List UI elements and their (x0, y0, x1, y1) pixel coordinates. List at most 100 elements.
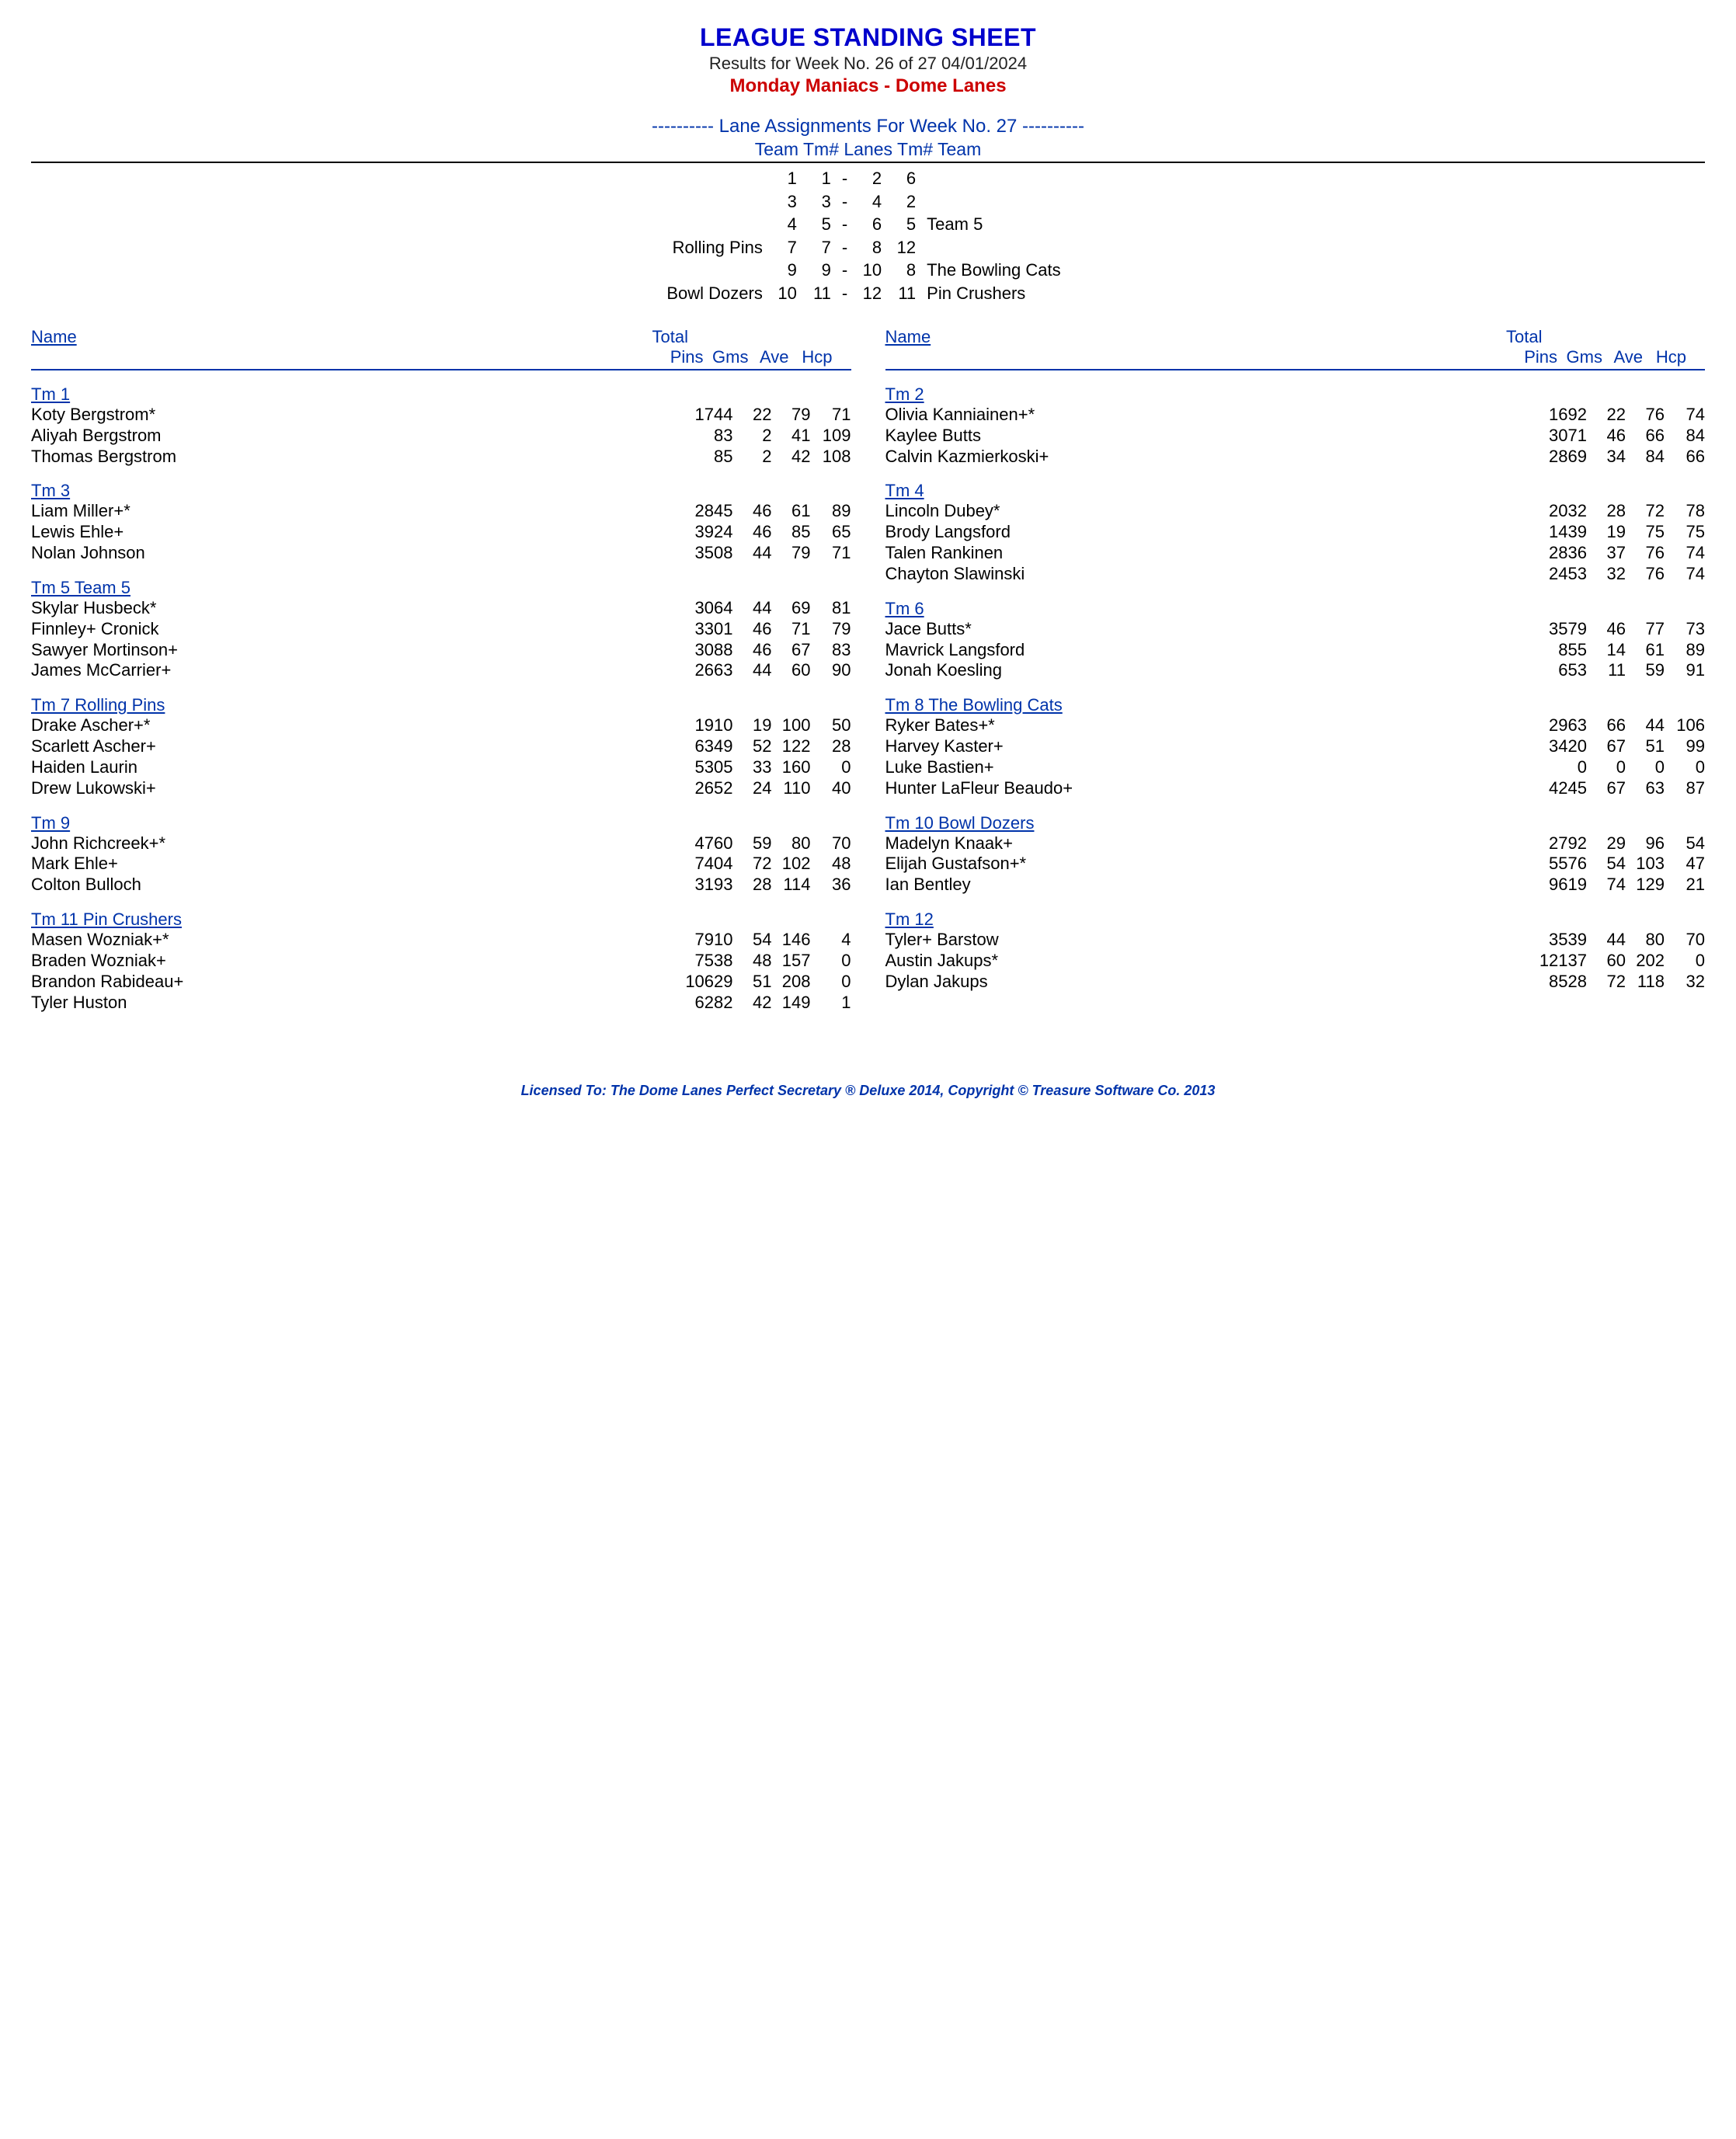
left-team: Rolling Pins (634, 237, 767, 259)
player-pins: 7910 (677, 930, 733, 951)
right-team (922, 191, 1102, 213)
lane-b: 10 (854, 259, 886, 281)
player-games: 42 (733, 993, 772, 1014)
left-team-number: 3 (769, 191, 802, 213)
player-games: 66 (1587, 715, 1626, 736)
player-games: 74 (1587, 875, 1626, 896)
player-average: 114 (772, 875, 811, 896)
player-row: Calvin Kazmierkoski+2869348466 (885, 447, 1706, 468)
player-average: 69 (772, 598, 811, 619)
player-name: Madelyn Knaak+ (885, 833, 1532, 854)
player-average: 61 (1626, 640, 1665, 661)
player-row: Jace Butts*3579467773 (885, 619, 1706, 640)
player-pins: 9619 (1531, 875, 1587, 896)
player-name: James McCarrier+ (31, 660, 677, 681)
player-name: Calvin Kazmierkoski+ (885, 447, 1532, 468)
player-games: 52 (733, 736, 772, 757)
player-average: 146 (772, 930, 811, 951)
player-name: Aliyah Bergstrom (31, 426, 677, 447)
player-handicap: 0 (811, 972, 851, 993)
player-handicap: 48 (811, 854, 851, 875)
header-name: Name (885, 327, 1504, 367)
player-games: 46 (733, 640, 772, 661)
player-handicap: 32 (1665, 972, 1705, 993)
player-average: 202 (1626, 951, 1665, 972)
right-team-number: 12 (888, 237, 920, 259)
player-average: 160 (772, 757, 811, 778)
divider (31, 162, 1705, 163)
lane-assignment-row: Rolling Pins77-812 (634, 237, 1102, 259)
team-block: Tm 12Tyler+ Barstow3539448070Austin Jaku… (885, 910, 1706, 992)
left-team-number: 1 (769, 168, 802, 190)
player-pins: 1439 (1531, 522, 1587, 543)
player-games: 14 (1587, 640, 1626, 661)
player-row: Austin Jakups*12137602020 (885, 951, 1706, 972)
player-name: John Richcreek+* (31, 833, 677, 854)
player-row: Olivia Kanniainen+*1692227674 (885, 405, 1706, 426)
player-name: Brody Langsford (885, 522, 1532, 543)
lane-a: 3 (803, 191, 836, 213)
player-handicap: 91 (1665, 660, 1705, 681)
player-average: 67 (772, 640, 811, 661)
player-handicap: 75 (1665, 522, 1705, 543)
player-row: Madelyn Knaak+2792299654 (885, 833, 1706, 854)
player-name: Lewis Ehle+ (31, 522, 677, 543)
player-pins: 2845 (677, 501, 733, 522)
player-handicap: 47 (1665, 854, 1705, 875)
player-handicap: 0 (811, 951, 851, 972)
player-handicap: 40 (811, 778, 851, 799)
player-games: 48 (733, 951, 772, 972)
player-row: Masen Wozniak+*7910541464 (31, 930, 851, 951)
lane-assignment-row: 33-42 (634, 191, 1102, 213)
player-row: Finnley+ Cronick3301467179 (31, 619, 851, 640)
right-team: Team 5 (922, 214, 1102, 235)
player-pins: 2453 (1531, 564, 1587, 585)
player-games: 72 (1587, 972, 1626, 993)
player-games: 46 (1587, 426, 1626, 447)
player-row: Lincoln Dubey*2032287278 (885, 501, 1706, 522)
player-games: 32 (1587, 564, 1626, 585)
player-games: 46 (733, 619, 772, 640)
player-average: 72 (1626, 501, 1665, 522)
player-average: 110 (772, 778, 811, 799)
player-name: Kaylee Butts (885, 426, 1532, 447)
right-team (922, 168, 1102, 190)
player-average: 129 (1626, 875, 1665, 896)
player-name: Elijah Gustafson+* (885, 854, 1532, 875)
lane-assignment-row: 45-65Team 5 (634, 214, 1102, 235)
team-block: Tm 8 The Bowling CatsRyker Bates+*296366… (885, 695, 1706, 798)
lane-b: 12 (854, 283, 886, 304)
player-pins: 1692 (1531, 405, 1587, 426)
team-name: Tm 9 (31, 813, 851, 833)
player-average: 0 (1626, 757, 1665, 778)
player-handicap: 0 (1665, 757, 1705, 778)
player-handicap: 84 (1665, 426, 1705, 447)
team-block: Tm 5 Team 5Skylar Husbeck*3064446981Finn… (31, 578, 851, 681)
player-pins: 0 (1531, 757, 1587, 778)
player-pins: 85 (677, 447, 733, 468)
player-pins: 83 (677, 426, 733, 447)
player-average: 149 (772, 993, 811, 1014)
left-team-number: 10 (769, 283, 802, 304)
player-handicap: 70 (1665, 930, 1705, 951)
footer-text: Licensed To: The Dome Lanes Perfect Secr… (31, 1083, 1705, 1099)
player-handicap: 21 (1665, 875, 1705, 896)
lane-a: 11 (803, 283, 836, 304)
team-block: Tm 6Jace Butts*3579467773Mavrick Langsfo… (885, 599, 1706, 681)
player-handicap: 83 (811, 640, 851, 661)
player-row: Mavrick Langsford855146189 (885, 640, 1706, 661)
player-handicap: 87 (1665, 778, 1705, 799)
player-row: Colton Bulloch31932811436 (31, 875, 851, 896)
player-row: Harvey Kaster+3420675199 (885, 736, 1706, 757)
player-row: Mark Ehle+74047210248 (31, 854, 851, 875)
left-team (634, 259, 767, 281)
player-average: 76 (1626, 564, 1665, 585)
header-totals: Total Pins Gms Ave Hcp (1503, 327, 1705, 367)
player-games: 54 (733, 930, 772, 951)
right-team: The Bowling Cats (922, 259, 1102, 281)
player-handicap: 74 (1665, 405, 1705, 426)
page-subtitle: Results for Week No. 26 of 27 04/01/2024 (31, 54, 1705, 74)
player-name: Austin Jakups* (885, 951, 1532, 972)
player-name: Sawyer Mortinson+ (31, 640, 677, 661)
player-row: John Richcreek+*4760598070 (31, 833, 851, 854)
